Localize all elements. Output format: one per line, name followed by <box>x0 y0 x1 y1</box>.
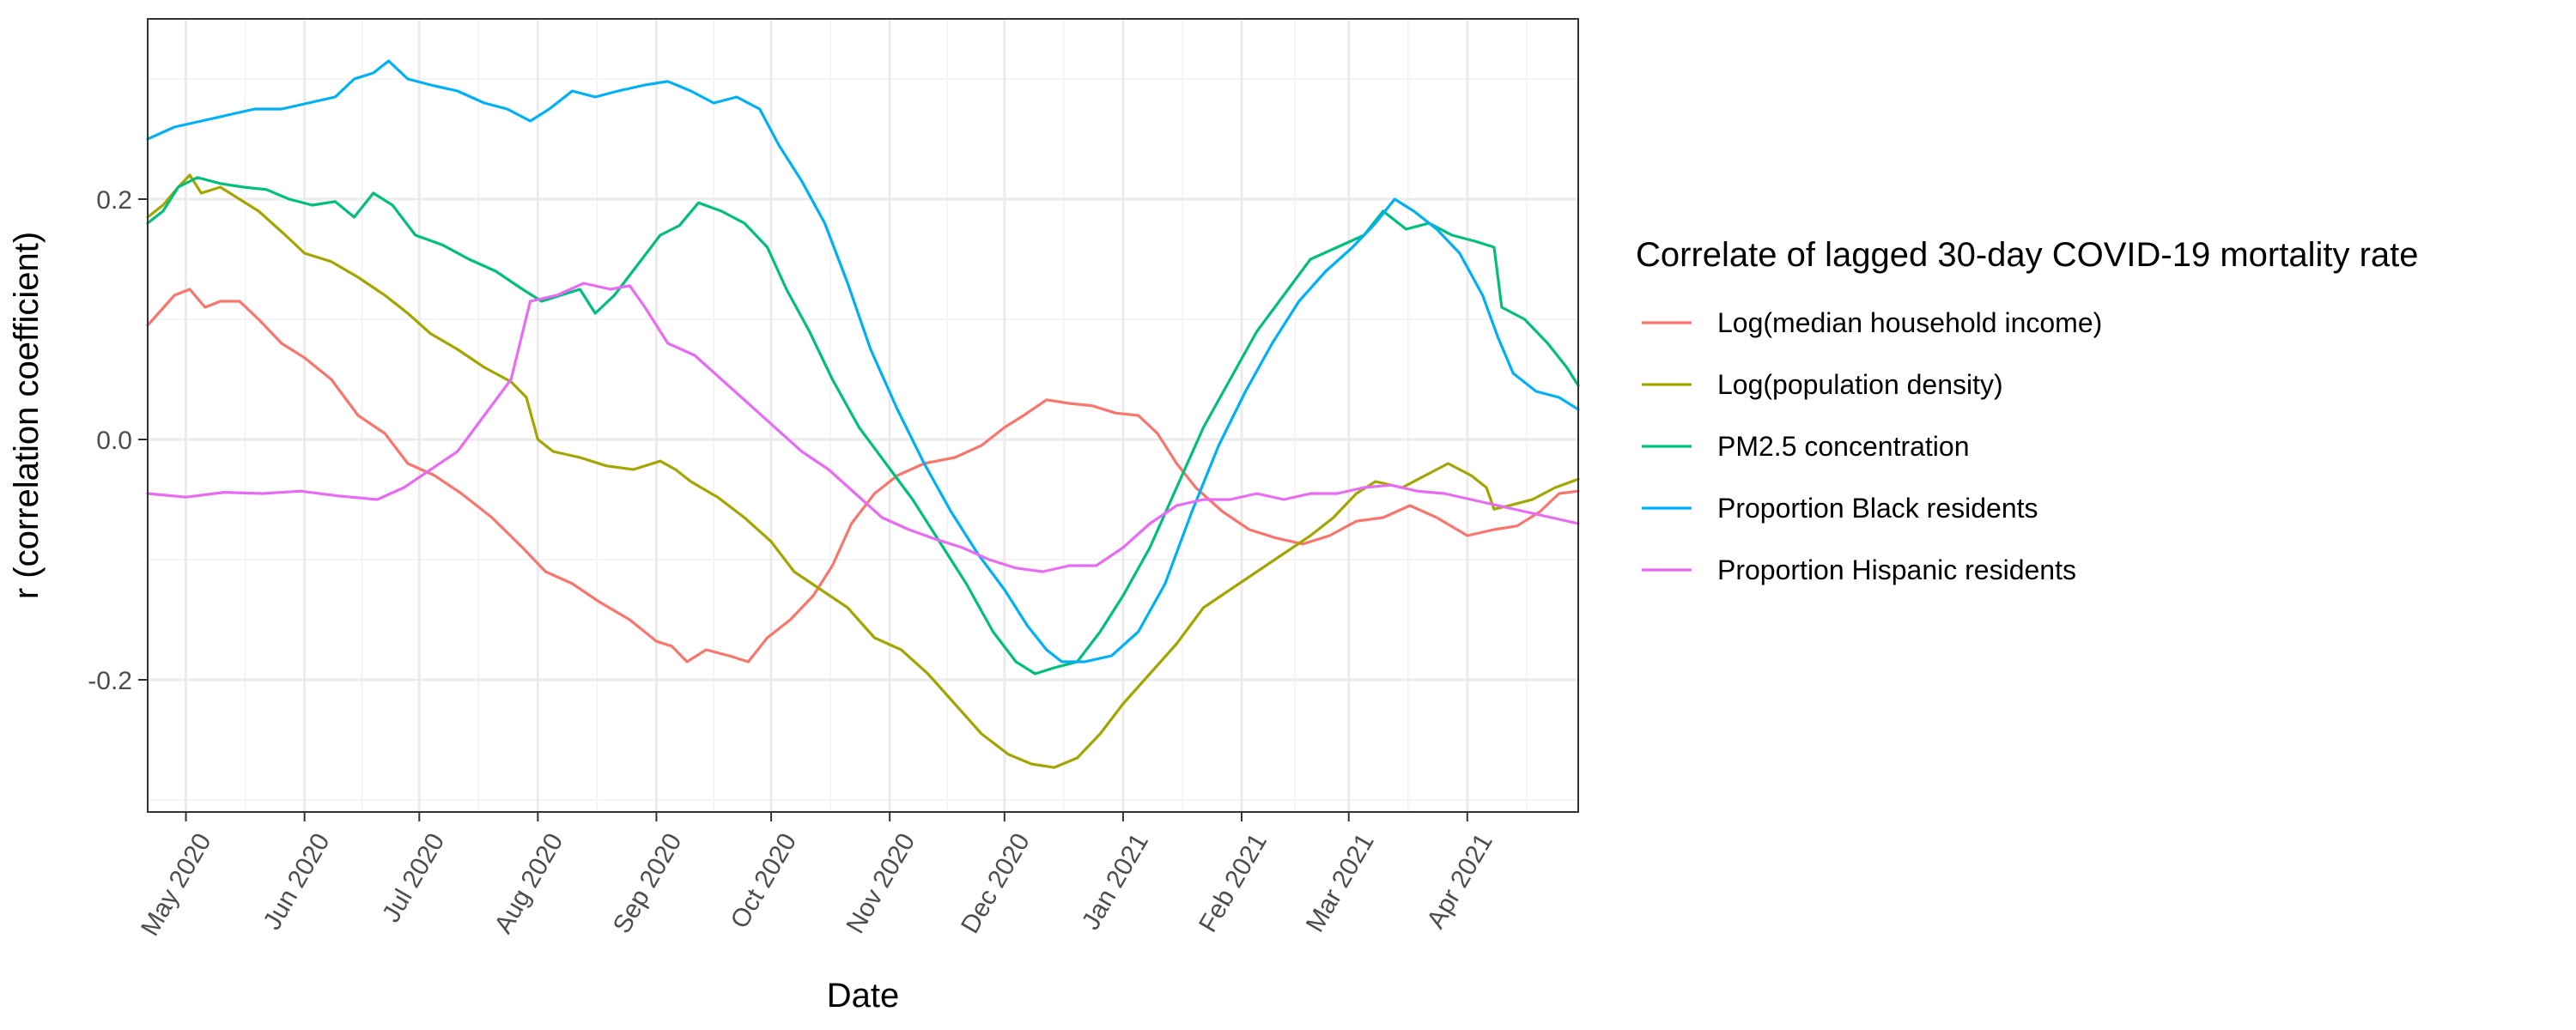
legend-label-3: PM2.5 concentration <box>1717 431 1970 462</box>
series-line-1 <box>146 288 1580 663</box>
legend-label-1: Log(median household income) <box>1717 307 2102 338</box>
major-gridlines <box>148 19 1578 812</box>
legend-items: Log(median household income) Log(populati… <box>1642 307 2102 585</box>
y-axis-ticks: 0.2 0.0 -0.2 <box>88 186 148 695</box>
legend-title: Correlate of lagged 30-day COVID-19 mort… <box>1636 236 2419 274</box>
series-lines <box>146 59 1580 769</box>
y-axis-title: r (correlation coefficient) <box>8 232 46 599</box>
legend-label-2: Log(population density) <box>1717 369 2003 400</box>
y-tick-label: 0.0 <box>96 427 132 455</box>
series-line-4 <box>146 59 1580 663</box>
legend-label-5: Proportion Hispanic residents <box>1717 554 2076 585</box>
y-tick-label: -0.2 <box>88 667 132 695</box>
minor-gridlines <box>148 19 1578 812</box>
y-tick-label: 0.2 <box>96 186 132 215</box>
legend: Correlate of lagged 30-day COVID-19 mort… <box>1636 236 2419 585</box>
x-axis-title: Date <box>827 977 900 1015</box>
legend-label-4: Proportion Black residents <box>1717 493 2038 524</box>
plot-panel-border <box>147 18 1579 813</box>
series-line-5 <box>146 282 1580 573</box>
